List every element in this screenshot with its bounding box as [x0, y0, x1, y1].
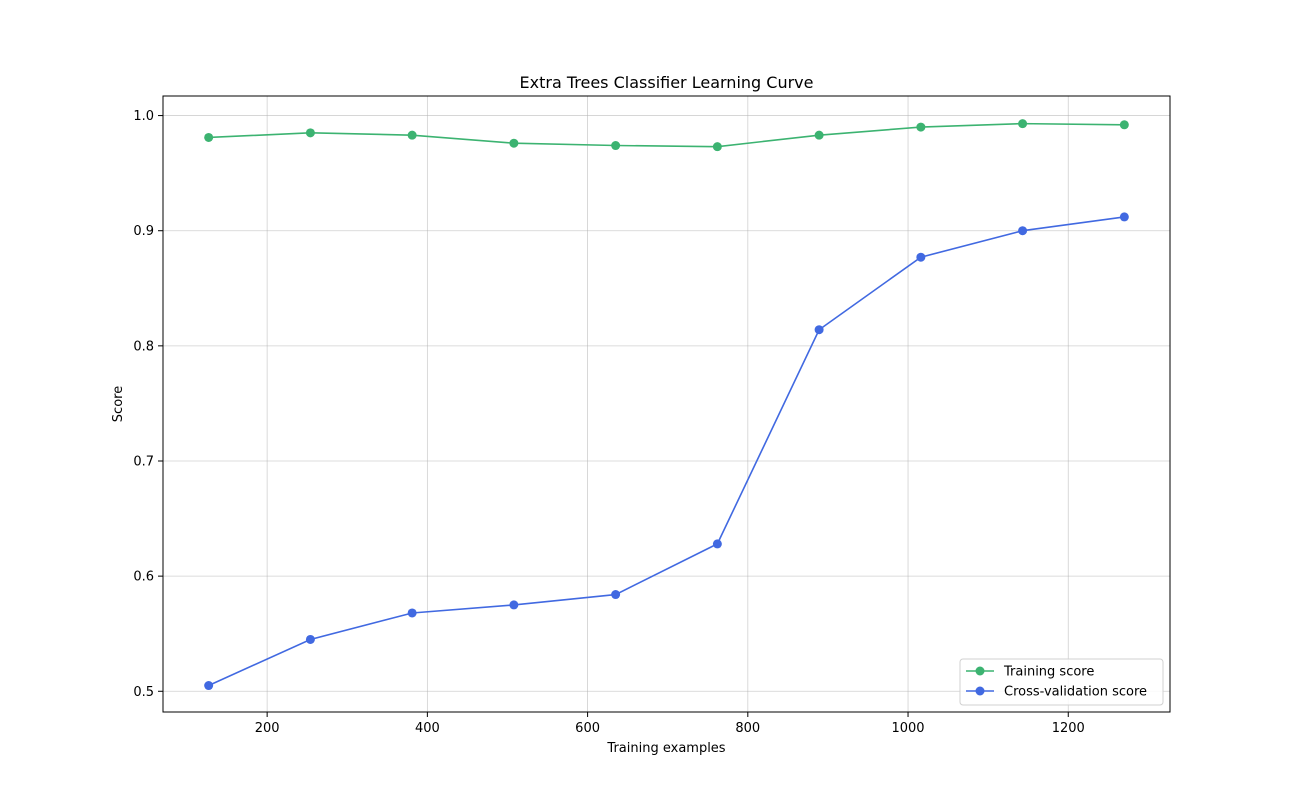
data-point	[814, 130, 824, 140]
data-point	[712, 142, 722, 152]
data-point	[712, 539, 722, 549]
legend-frame	[959, 658, 1164, 706]
x-axis-label: Training examples	[606, 741, 725, 756]
data-point	[509, 138, 519, 148]
x-tick-label: 600	[575, 721, 600, 736]
data-point	[1119, 120, 1129, 130]
data-point	[916, 122, 926, 132]
x-tick-label: 1000	[891, 721, 924, 736]
y-tick-label: 0.8	[133, 339, 154, 354]
x-tick-label: 400	[415, 721, 440, 736]
series-line-0	[208, 122, 1125, 148]
legend-label: Cross-validation score	[1004, 685, 1147, 700]
data-point	[916, 252, 926, 262]
data-point	[305, 634, 315, 644]
x-tick-label: 1200	[1052, 721, 1085, 736]
data-point	[407, 608, 417, 618]
y-tick-label: 0.7	[133, 454, 154, 469]
data-point	[204, 132, 214, 142]
y-tick-label: 0.9	[133, 224, 154, 239]
x-tick-label: 800	[735, 721, 760, 736]
series-line-1	[208, 216, 1125, 687]
legend-swatch-marker	[975, 666, 985, 676]
chart-title: Extra Trees Classifier Learning Curve	[520, 73, 814, 92]
legend: Training score Cross-validation score	[959, 658, 1164, 706]
series-layer	[204, 119, 1129, 691]
y-tick-label: 0.5	[133, 685, 154, 700]
legend-swatch-marker	[975, 686, 985, 696]
legend-label: Training score	[1003, 665, 1094, 680]
y-tick-label: 0.6	[133, 570, 154, 585]
data-point	[509, 600, 519, 610]
data-point	[407, 130, 417, 140]
data-point	[204, 681, 214, 691]
data-point	[611, 590, 621, 600]
x-tick-label: 200	[255, 721, 280, 736]
data-point	[1119, 212, 1129, 222]
y-tick-label: 1.0	[133, 109, 154, 124]
data-point	[611, 141, 621, 151]
data-point	[305, 128, 315, 138]
ticks: 200 400 600 800 1000 1200 0.5 0.6 0.7 0.8 0.9 1.0	[133, 109, 1084, 736]
y-axis-label: Score	[111, 386, 126, 422]
data-point	[1018, 119, 1028, 129]
data-point	[814, 325, 824, 335]
plot-frame	[162, 95, 1171, 713]
data-point	[1018, 226, 1028, 236]
